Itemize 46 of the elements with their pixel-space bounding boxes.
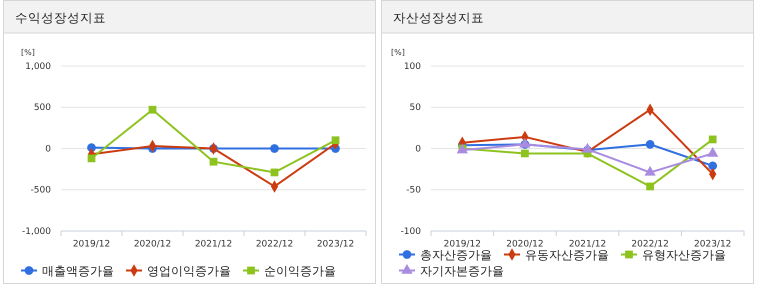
point bbox=[521, 150, 529, 158]
y-tick-label: 100 bbox=[404, 62, 422, 72]
y-tick-label: -500 bbox=[30, 186, 52, 196]
y-axis-title: [%] bbox=[21, 48, 35, 57]
chart-title: 자산성장성지표 bbox=[393, 10, 484, 25]
point bbox=[88, 154, 96, 162]
point bbox=[644, 166, 656, 176]
x-tick-label: 2021/12 bbox=[194, 239, 232, 250]
point bbox=[582, 142, 594, 153]
legend-label: 총자산증가율 bbox=[420, 248, 492, 262]
x-tick-label: 2020/12 bbox=[134, 239, 172, 250]
y-tick-label: 0 bbox=[415, 144, 422, 154]
y-tick-label: 500 bbox=[34, 103, 52, 114]
point bbox=[210, 158, 218, 166]
chart-title: 수익성장성지표 bbox=[15, 10, 106, 25]
point bbox=[519, 138, 531, 148]
x-tick-label: 2020/12 bbox=[506, 239, 544, 250]
point bbox=[270, 168, 278, 176]
x-tick-label: 2022/12 bbox=[631, 239, 669, 250]
point bbox=[646, 182, 654, 190]
point bbox=[646, 140, 654, 149]
y-axis-title: [%] bbox=[391, 48, 405, 57]
x-tick-label: 2019/12 bbox=[72, 239, 110, 250]
y-tick-label: -50 bbox=[406, 186, 422, 196]
x-tick-label: 2022/12 bbox=[256, 239, 294, 250]
point bbox=[270, 144, 279, 153]
x-tick-label: 2023/12 bbox=[316, 239, 354, 250]
x-tick-label: 2021/12 bbox=[568, 239, 606, 250]
point bbox=[707, 146, 718, 157]
legend-label: 순이익증가율 bbox=[264, 264, 336, 278]
legend-label: 유형자산증가율 bbox=[642, 248, 726, 262]
y-tick-label: -100 bbox=[400, 226, 422, 237]
point bbox=[332, 136, 340, 144]
y-tick-label: -1,000 bbox=[22, 226, 52, 237]
x-tick-label: 2019/12 bbox=[444, 239, 481, 250]
legend-label: 매출액증가율 bbox=[42, 264, 114, 278]
point bbox=[148, 106, 156, 114]
y-tick-label: 1,000 bbox=[25, 62, 52, 72]
legend-label: 자기자본증가율 bbox=[420, 264, 504, 278]
y-tick-label: 50 bbox=[410, 103, 422, 114]
point bbox=[708, 136, 717, 144]
legend-label: 영업이익증가율 bbox=[147, 264, 231, 278]
x-tick-label: 2023/12 bbox=[694, 239, 732, 250]
point bbox=[708, 161, 718, 170]
legend-label: 유동자산증가율 bbox=[525, 248, 609, 262]
y-tick-label: 0 bbox=[45, 144, 52, 154]
